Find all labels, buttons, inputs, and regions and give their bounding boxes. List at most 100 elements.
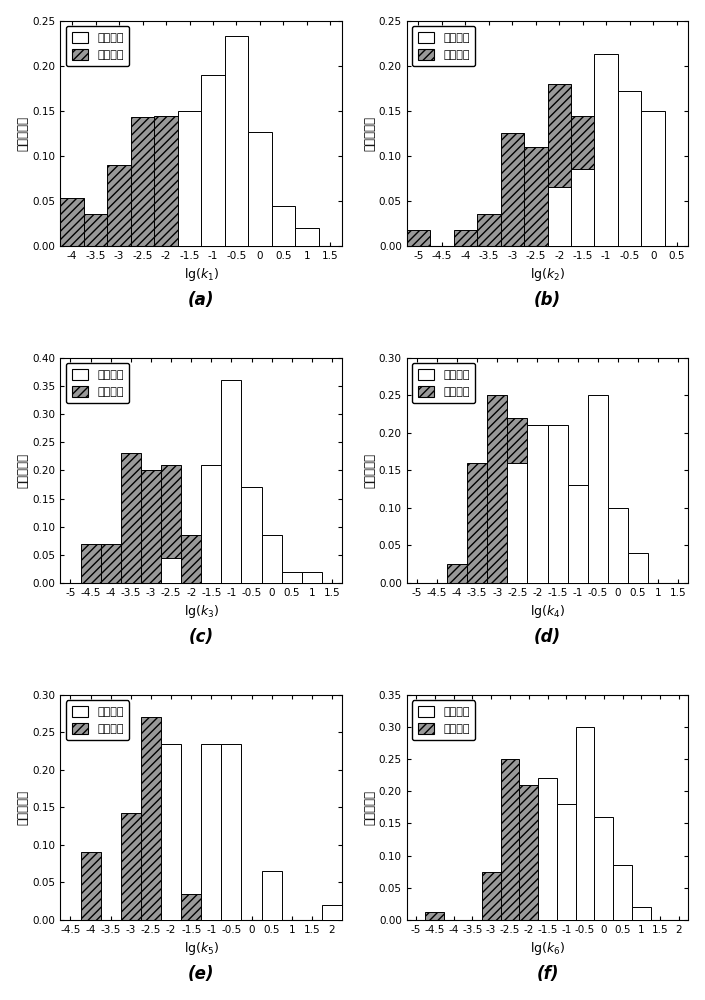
Y-axis label: 事件的频次: 事件的频次 (17, 116, 30, 151)
Bar (181, 535, 201, 583)
Bar (588, 395, 608, 583)
Bar (161, 465, 181, 583)
Bar (221, 744, 242, 920)
Bar (262, 871, 282, 920)
Bar (154, 116, 178, 246)
Text: (d): (d) (534, 628, 561, 646)
Bar (548, 425, 568, 583)
Bar (508, 418, 527, 583)
Bar (407, 230, 430, 246)
Y-axis label: 事件的频次: 事件的频次 (363, 790, 376, 825)
Bar (80, 544, 101, 583)
Bar (201, 744, 221, 920)
Bar (221, 552, 242, 583)
Bar (161, 744, 181, 920)
Text: (b): (b) (534, 291, 561, 309)
Bar (467, 463, 487, 583)
Bar (571, 169, 594, 246)
Bar (101, 544, 121, 583)
Bar (538, 778, 557, 920)
X-axis label: lg($k_2$): lg($k_2$) (530, 266, 565, 283)
Bar (84, 214, 107, 246)
Bar (271, 214, 295, 246)
Legend: 爆破事件, 微震事件: 爆破事件, 微震事件 (412, 26, 475, 66)
Bar (632, 907, 651, 920)
Bar (242, 563, 262, 583)
Bar (262, 535, 282, 583)
Bar (618, 188, 642, 246)
Bar (576, 727, 594, 920)
Bar (181, 894, 201, 920)
Bar (482, 872, 501, 920)
Bar (557, 804, 576, 920)
Bar (568, 542, 588, 583)
Bar (107, 165, 131, 246)
Bar (178, 111, 201, 246)
Bar (80, 852, 101, 920)
Y-axis label: 事件的频次: 事件的频次 (17, 790, 30, 825)
Bar (201, 465, 221, 583)
Bar (548, 187, 571, 246)
Bar (221, 380, 242, 583)
Bar (487, 395, 508, 583)
Bar (594, 54, 618, 246)
Bar (141, 717, 161, 920)
Bar (527, 425, 548, 583)
Bar (61, 198, 84, 246)
Bar (642, 214, 665, 246)
Bar (295, 230, 319, 246)
Y-axis label: 事件的频次: 事件的频次 (363, 453, 376, 488)
Bar (121, 813, 141, 920)
Y-axis label: 事件的频次: 事件的频次 (17, 453, 30, 488)
Bar (225, 36, 248, 246)
Bar (131, 117, 154, 246)
Bar (447, 564, 467, 583)
Text: (c): (c) (189, 628, 214, 646)
Bar (161, 558, 181, 583)
Bar (201, 75, 225, 246)
Bar (548, 84, 571, 246)
Bar (141, 470, 161, 583)
Bar (628, 553, 648, 583)
X-axis label: lg($k_1$): lg($k_1$) (183, 266, 219, 283)
Bar (501, 759, 520, 920)
Bar (613, 865, 632, 920)
Bar (520, 785, 538, 920)
Text: (a): (a) (188, 291, 214, 309)
Bar (302, 572, 322, 583)
X-axis label: lg($k_5$): lg($k_5$) (183, 940, 219, 957)
Bar (608, 508, 628, 583)
Legend: 爆破事件, 微震事件: 爆破事件, 微震事件 (66, 363, 129, 403)
Bar (201, 894, 221, 920)
Bar (161, 770, 181, 920)
X-axis label: lg($k_6$): lg($k_6$) (530, 940, 565, 957)
Bar (242, 487, 262, 583)
X-axis label: lg($k_3$): lg($k_3$) (183, 603, 219, 620)
Y-axis label: 事件的频次: 事件的频次 (363, 116, 376, 151)
Bar (178, 133, 201, 246)
Bar (548, 519, 568, 583)
Bar (594, 817, 613, 920)
Bar (425, 912, 444, 920)
Bar (453, 230, 477, 246)
Bar (477, 214, 501, 246)
Bar (524, 147, 548, 246)
Bar (271, 206, 295, 246)
Bar (248, 198, 271, 246)
Legend: 爆破事件, 微震事件: 爆破事件, 微震事件 (412, 363, 475, 403)
Bar (295, 228, 319, 246)
Bar (201, 117, 225, 246)
Bar (225, 188, 248, 246)
Text: (e): (e) (188, 965, 214, 983)
Bar (201, 513, 221, 583)
Bar (568, 485, 588, 583)
Bar (248, 132, 271, 246)
Bar (557, 898, 576, 920)
Bar (594, 120, 618, 246)
Legend: 爆破事件, 微震事件: 爆破事件, 微震事件 (66, 700, 129, 740)
Bar (508, 463, 527, 583)
Bar (282, 572, 302, 583)
X-axis label: lg($k_4$): lg($k_4$) (530, 603, 565, 620)
Bar (322, 905, 342, 920)
Bar (501, 133, 524, 246)
